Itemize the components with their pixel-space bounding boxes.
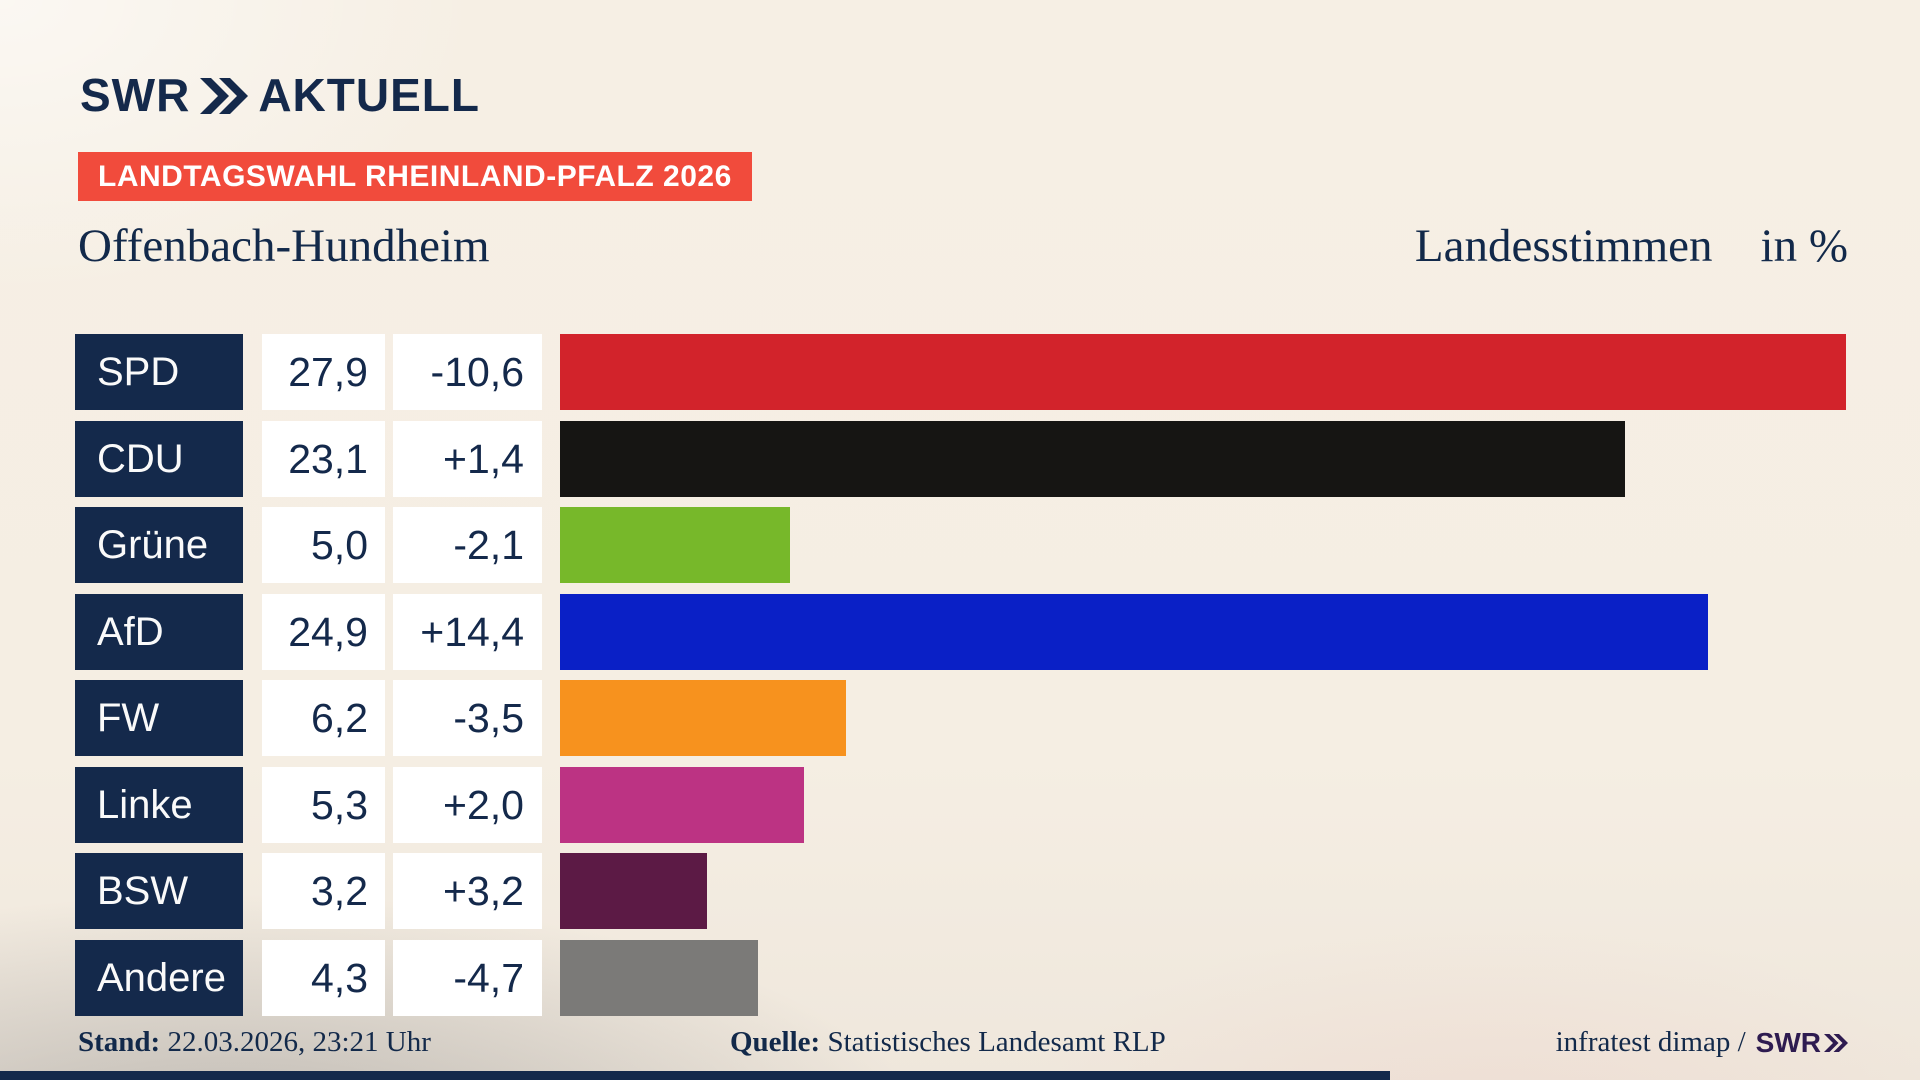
- party-value: 6,2: [262, 680, 385, 756]
- party-change: -2,1: [393, 507, 542, 583]
- bar-track: [560, 420, 1846, 497]
- source-label: Quelle:: [730, 1026, 821, 1058]
- results-bar-chart: SPD 27,9 -10,6 CDU 23,1 +1,4 Grüne 5,0 -…: [75, 334, 1846, 1016]
- source-note: Quelle: Statistisches Landesamt RLP: [730, 1026, 1166, 1059]
- result-bar: [560, 507, 791, 583]
- logo-swr-text: SWR: [80, 69, 191, 121]
- party-row: Linke 5,3 +2,0: [75, 766, 1846, 843]
- party-row: CDU 23,1 +1,4: [75, 420, 1846, 497]
- party-change: +14,4: [393, 593, 542, 670]
- party-value: 3,2: [262, 853, 385, 929]
- lower-third-edge: [0, 1071, 1390, 1080]
- bar-track: [560, 766, 1846, 843]
- bar-track: [560, 593, 1846, 670]
- party-row: SPD 27,9 -10,6: [75, 334, 1846, 410]
- credit-text: infratest dimap /: [1555, 1026, 1746, 1058]
- party-row: FW 6,2 -3,5: [75, 680, 1846, 756]
- election-banner: LANDTAGSWAHL RHEINLAND-PFALZ 2026: [78, 152, 752, 201]
- party-label: SPD: [75, 334, 243, 410]
- result-bar: [560, 334, 1846, 410]
- result-bar: [560, 680, 846, 756]
- party-row: BSW 3,2 +3,2: [75, 853, 1846, 929]
- bar-track: [560, 939, 1846, 1016]
- stand-label: Stand:: [78, 1026, 161, 1058]
- unit-label: in %: [1760, 220, 1848, 272]
- party-row: AfD 24,9 +14,4: [75, 593, 1846, 670]
- party-change: +1,4: [393, 420, 542, 497]
- bar-track: [560, 334, 1846, 410]
- double-chevron-icon: [200, 78, 249, 114]
- result-bar: [560, 593, 1708, 670]
- measure-label: Landesstimmen: [1414, 220, 1713, 272]
- party-label: FW: [75, 680, 243, 756]
- party-change: +2,0: [393, 766, 542, 843]
- party-label: Linke: [75, 766, 243, 843]
- party-label: AfD: [75, 593, 243, 670]
- party-row: Grüne 5,0 -2,1: [75, 507, 1846, 583]
- party-change: -10,6: [393, 334, 542, 410]
- result-bar: [560, 853, 708, 929]
- swr-footer-logo: SWR: [1756, 1027, 1848, 1059]
- party-change: +3,2: [393, 853, 542, 929]
- party-value: 5,0: [262, 507, 385, 583]
- party-change: -3,5: [393, 680, 542, 756]
- bar-track: [560, 680, 1846, 756]
- party-value: 23,1: [262, 420, 385, 497]
- party-row: Andere 4,3 -4,7: [75, 939, 1846, 1016]
- party-change: -4,7: [393, 939, 542, 1016]
- party-value: 4,3: [262, 939, 385, 1016]
- source-value: Statistisches Landesamt RLP: [827, 1026, 1166, 1058]
- logo-aktuell-text: AKTUELL: [258, 69, 480, 121]
- result-bar: [560, 766, 805, 843]
- swr-footer-text: SWR: [1755, 1026, 1821, 1058]
- party-label: Grüne: [75, 507, 243, 583]
- party-label: BSW: [75, 853, 243, 929]
- party-value: 24,9: [262, 593, 385, 670]
- bar-track: [560, 853, 1846, 929]
- municipality-title: Offenbach-Hundheim: [78, 220, 490, 272]
- double-chevron-icon: [1824, 1033, 1848, 1052]
- bar-track: [560, 507, 1846, 583]
- party-label: Andere: [75, 939, 243, 1016]
- result-bar: [560, 939, 759, 1016]
- swr-aktuell-logo: SWR AKTUELL: [80, 68, 480, 122]
- credit-note: infratest dimap / SWR: [1556, 1026, 1848, 1059]
- party-value: 27,9: [262, 334, 385, 410]
- stand-timestamp: Stand: 22.03.2026, 23:21 Uhr: [78, 1026, 431, 1059]
- result-bar: [560, 420, 1625, 497]
- stand-value: 22.03.2026, 23:21 Uhr: [167, 1026, 431, 1058]
- measure-title: Landesstimmen in %: [1415, 220, 1848, 272]
- party-label: CDU: [75, 420, 243, 497]
- party-value: 5,3: [262, 766, 385, 843]
